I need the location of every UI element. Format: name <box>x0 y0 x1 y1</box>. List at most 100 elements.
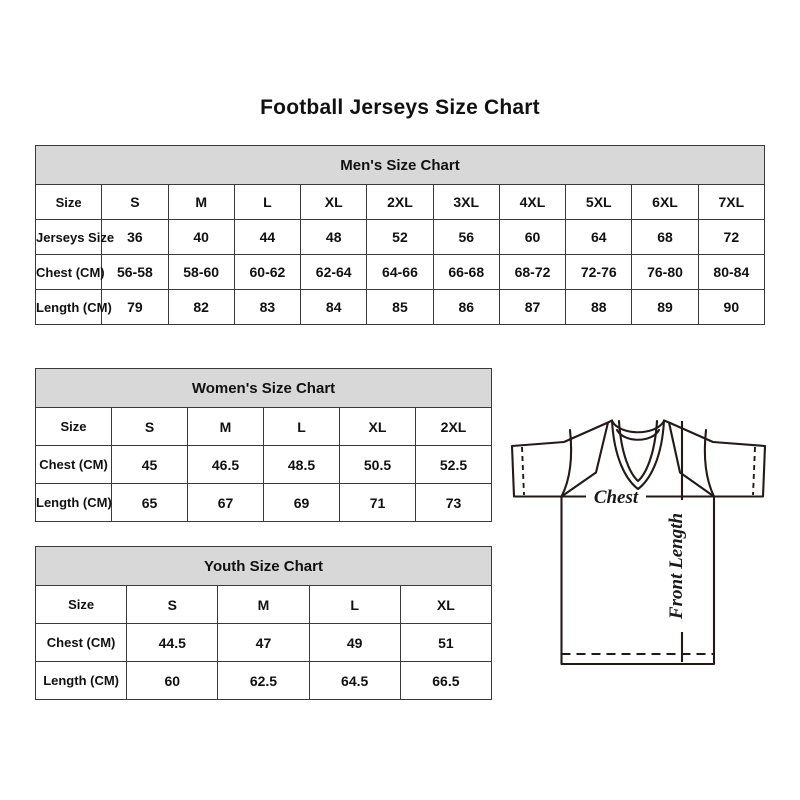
youth-size-chart-table: Youth Size Chart Size S M L XL Chest (CM… <box>34 546 493 700</box>
row-label: Length (CM) <box>34 289 112 325</box>
table-cell: 72-76 <box>565 254 633 290</box>
table-cell: 66.5 <box>399 661 493 700</box>
table-row: Length (CM) 65 67 69 71 73 <box>35 483 492 522</box>
column-header: XL <box>300 184 368 220</box>
table-cell: 73 <box>415 483 492 522</box>
table-cell: 45 <box>111 445 188 484</box>
table-caption-row: Women's Size Chart <box>35 368 492 408</box>
table-cell: 36 <box>101 219 169 255</box>
table-cell: 84 <box>300 289 368 325</box>
chest-label: Chest <box>594 487 639 508</box>
front-length-label: Front Length <box>666 513 687 620</box>
column-header: M <box>217 585 310 624</box>
table-row: Length (CM) 79 82 83 84 85 86 87 88 89 9… <box>34 289 766 325</box>
table-cell: 58-60 <box>167 254 235 290</box>
column-header: 6XL <box>631 184 699 220</box>
table-cell: 80-84 <box>697 254 766 290</box>
column-header: L <box>263 407 340 446</box>
table-cell: 44 <box>233 219 302 255</box>
mens-table-caption: Men's Size Chart <box>35 145 765 185</box>
table-cell: 86 <box>432 289 500 325</box>
left-armhole-seam <box>560 428 573 498</box>
womens-table-caption: Women's Size Chart <box>35 368 492 408</box>
table-cell: 65 <box>111 483 188 522</box>
row-header-size: Size <box>34 184 103 220</box>
table-row: Chest (CM) 44.5 47 49 51 <box>34 623 493 662</box>
column-header: 4XL <box>498 184 567 220</box>
table-row: Size S M L XL <box>34 585 493 624</box>
column-header: M <box>167 184 235 220</box>
right-armhole-seam <box>703 428 716 498</box>
column-header: M <box>187 407 264 446</box>
table-cell: 60-62 <box>233 254 302 290</box>
left-sleeve-outline <box>510 421 610 498</box>
column-header: 2XL <box>415 407 492 446</box>
table-cell: 89 <box>631 289 699 325</box>
table-cell: 69 <box>263 483 340 522</box>
table-cell: 76-80 <box>631 254 699 290</box>
table-cell: 64-66 <box>366 254 434 290</box>
column-header: 5XL <box>565 184 633 220</box>
table-cell: 83 <box>233 289 302 325</box>
row-label: Length (CM) <box>35 483 112 522</box>
column-header: S <box>111 407 188 446</box>
row-label: Jerseys Size <box>34 219 114 255</box>
table-cell: 90 <box>697 289 766 325</box>
row-label: Length (CM) <box>34 661 128 700</box>
table-row: Length (CM) 60 62.5 64.5 66.5 <box>34 661 493 700</box>
column-header: S <box>126 585 219 624</box>
column-header: L <box>233 184 302 220</box>
table-cell: 52 <box>366 219 434 255</box>
table-cell: 71 <box>339 483 416 522</box>
table-cell: 72 <box>697 219 766 255</box>
table-cell: 64.5 <box>308 661 401 700</box>
column-header: S <box>101 184 169 220</box>
right-sleeve-outline <box>667 421 767 498</box>
column-header: XL <box>339 407 416 446</box>
mens-size-chart-table: Men's Size Chart Size S M L XL 2XL 3XL 4… <box>34 145 766 325</box>
tshirt-measurement-diagram: Chest Front Length <box>510 419 767 666</box>
column-header: L <box>308 585 401 624</box>
table-cell: 48.5 <box>263 445 340 484</box>
table-row: Size S M L XL 2XL 3XL 4XL 5XL 6XL 7XL <box>34 184 766 220</box>
page-title: Football Jerseys Size Chart <box>260 96 540 119</box>
vneck-collar-inner <box>617 419 659 483</box>
table-cell: 87 <box>498 289 567 325</box>
collar-band-upper <box>610 419 666 434</box>
table-cell: 50.5 <box>339 445 416 484</box>
table-cell: 60 <box>498 219 567 255</box>
table-cell: 62.5 <box>217 661 310 700</box>
table-cell: 68-72 <box>498 254 567 290</box>
row-header-size: Size <box>34 585 128 624</box>
right-cuff-dashed-line <box>752 446 756 496</box>
table-cell: 82 <box>167 289 235 325</box>
table-cell: 79 <box>101 289 169 325</box>
table-cell: 60 <box>126 661 219 700</box>
table-row: Chest (CM) 45 46.5 48.5 50.5 52.5 <box>35 445 492 484</box>
row-header-size: Size <box>35 407 112 446</box>
row-label: Chest (CM) <box>34 623 128 662</box>
row-label: Chest (CM) <box>35 445 112 484</box>
table-cell: 88 <box>565 289 633 325</box>
table-row: Chest (CM) 56-58 58-60 60-62 62-64 64-66… <box>34 254 766 290</box>
table-caption-row: Youth Size Chart <box>35 546 492 586</box>
womens-size-chart-table: Women's Size Chart Size S M L XL 2XL Che… <box>35 368 492 522</box>
table-cell: 85 <box>366 289 434 325</box>
table-cell: 49 <box>308 623 401 662</box>
collar-band-lower <box>615 428 661 441</box>
table-cell: 47 <box>217 623 310 662</box>
table-cell: 62-64 <box>300 254 368 290</box>
table-cell: 51 <box>399 623 493 662</box>
table-caption-row: Men's Size Chart <box>35 145 765 185</box>
column-header: XL <box>399 585 493 624</box>
vneck-collar-outer <box>610 419 666 491</box>
row-label: Chest (CM) <box>34 254 105 290</box>
table-cell: 64 <box>565 219 633 255</box>
column-header: 7XL <box>697 184 766 220</box>
table-cell: 68 <box>631 219 699 255</box>
torso-outline <box>560 495 716 666</box>
youth-table-caption: Youth Size Chart <box>35 546 492 586</box>
column-header: 3XL <box>432 184 500 220</box>
table-cell: 67 <box>187 483 264 522</box>
table-cell: 56-58 <box>101 254 169 290</box>
